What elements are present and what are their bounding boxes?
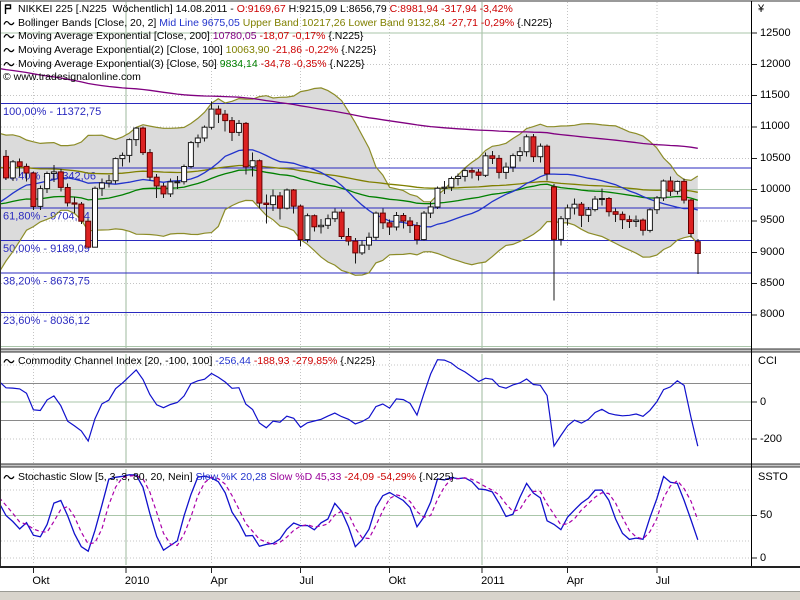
wave-icon bbox=[3, 472, 16, 482]
legend-segment: Moving Average Exponential(2) [Close, 10… bbox=[18, 43, 226, 56]
fib-label: 23,60% - 8036,12 bbox=[3, 315, 90, 327]
legend-segment: C:8981,94 bbox=[389, 2, 442, 15]
legend-segment: -279,85% bbox=[292, 354, 341, 367]
fib-label: 100,00% - 11372,75 bbox=[3, 106, 101, 118]
legend-segment: Slow %D 45,33 bbox=[269, 470, 345, 483]
legend-segment: H:9215,09 bbox=[288, 2, 341, 15]
fib-label: 38,20% - 8673,75 bbox=[3, 275, 90, 287]
legend-instrument[interactable]: NIKKEI 225 [.N225 Wöchentlich] 14.08.201… bbox=[3, 2, 552, 16]
ssto-tick-label: 0 bbox=[760, 551, 767, 564]
price-tick-label: 10000 bbox=[760, 183, 791, 196]
legend-segment: {.N225} bbox=[340, 354, 376, 367]
legend-segment: Commodity Channel Index [20, -100, 100] bbox=[18, 354, 216, 367]
legend-segment: Moving Average Exponential(3) [Close, 50… bbox=[18, 57, 220, 70]
legend-segment: -27,71 -0,29% bbox=[448, 16, 518, 29]
wave-icon bbox=[3, 31, 16, 41]
price-tick-label: 11500 bbox=[760, 89, 790, 102]
wave-icon bbox=[3, 356, 16, 366]
legend-segment: Stochastic Slow [5, 3, 3, 80, 20, Nein] bbox=[18, 470, 196, 483]
price-tick-label: 11000 bbox=[760, 120, 790, 133]
time-tick-label: 2011 bbox=[481, 575, 505, 587]
watermark: © www.tradesignalonline.com bbox=[3, 71, 141, 83]
legend-segment: -188,93 bbox=[253, 354, 293, 367]
legend-segment: Moving Average Exponential [Close, 200] bbox=[18, 30, 213, 43]
time-tick-label: Apr bbox=[566, 575, 584, 587]
cci-tick-label: 0 bbox=[760, 395, 767, 408]
legend-segment: L:8656,79 bbox=[340, 2, 390, 15]
legend-bollinger[interactable]: Bollinger Bands [Close, 20, 2] Mid Line … bbox=[3, 16, 552, 30]
legend-ema200[interactable]: Moving Average Exponential [Close, 200] … bbox=[3, 29, 552, 43]
legend-segment: {.N225} bbox=[329, 57, 365, 70]
legend-segment: Upper Band 10217,26 bbox=[242, 16, 349, 29]
price-tick-label: 8500 bbox=[760, 277, 785, 290]
price-tick-label: 10500 bbox=[760, 151, 791, 164]
price-axis-unit: ¥ bbox=[758, 3, 765, 15]
cci-axis-label: CCI bbox=[758, 355, 777, 367]
legend-segment: Lower Band 9132,84 bbox=[348, 16, 449, 29]
cci-tick-label: -200 bbox=[760, 432, 783, 445]
wave-icon bbox=[3, 18, 16, 28]
flag-icon bbox=[3, 3, 16, 15]
legend-segment: {.N225} bbox=[328, 30, 364, 43]
price-tick-label: 9500 bbox=[760, 214, 785, 227]
time-tick-label: Jul bbox=[299, 575, 314, 587]
fib-label: 61,80% - 9704,44 bbox=[3, 211, 90, 223]
legend-segment: -21,86 -0,22% bbox=[272, 43, 342, 56]
time-tick-label: Okt bbox=[388, 575, 406, 587]
legend-segment: NIKKEI 225 [.N225 Wöchentlich] 14.08.201… bbox=[18, 2, 237, 15]
price-tick-label: 12500 bbox=[760, 26, 791, 39]
legend-segment: 10063,90 bbox=[225, 43, 273, 56]
legend-segment: Mid Line 9675,05 bbox=[159, 16, 243, 29]
legend-ema100[interactable]: Moving Average Exponential(2) [Close, 10… bbox=[3, 43, 552, 57]
price-tick-label: 8000 bbox=[760, 308, 785, 321]
wave-icon bbox=[3, 59, 16, 69]
horizontal-scrollbar[interactable] bbox=[0, 591, 800, 600]
legend-segment: -34,78 -0,35% bbox=[260, 57, 330, 70]
legend-segment: {.N225} bbox=[419, 470, 455, 483]
price-tick-label: 9000 bbox=[760, 245, 785, 258]
legend-segment: -317,94 -3,42% bbox=[441, 2, 513, 15]
ssto-axis-label: SSTO bbox=[758, 471, 788, 483]
legend-segment: -24,09 -54,29% bbox=[344, 470, 420, 483]
legend: NIKKEI 225 [.N225 Wöchentlich] 14.08.201… bbox=[3, 2, 552, 70]
time-tick-label: Apr bbox=[210, 575, 228, 587]
legend-segment: Bollinger Bands [Close, 20, 2] bbox=[18, 16, 160, 29]
time-tick-label: Okt bbox=[32, 575, 50, 587]
legend-segment: {.N225} bbox=[341, 43, 377, 56]
price-tick-label: 12000 bbox=[760, 57, 791, 70]
legend-ema50[interactable]: Moving Average Exponential(3) [Close, 50… bbox=[3, 57, 552, 71]
fib-label: 50,00% - 9189,09 bbox=[3, 243, 90, 255]
ssto-tick-label: 50 bbox=[760, 509, 773, 521]
time-tick-label: Jul bbox=[655, 575, 670, 587]
time-tick-label: 2010 bbox=[124, 575, 150, 587]
wave-icon bbox=[3, 45, 16, 55]
legend-segment: 9834,14 bbox=[219, 57, 261, 70]
legend-segment: -18,07 -0,17% bbox=[259, 30, 329, 43]
legend-segment: 10780,05 bbox=[212, 30, 260, 43]
cci-indicator-header[interactable]: Commodity Channel Index [20, -100, 100] … bbox=[3, 354, 375, 368]
ssto-indicator-header[interactable]: Stochastic Slow [5, 3, 3, 80, 20, Nein] … bbox=[3, 470, 454, 484]
legend-segment: {.N225} bbox=[517, 16, 553, 29]
legend-segment: Slow %K 20,28 bbox=[195, 470, 270, 483]
legend-segment: -256,44 bbox=[215, 354, 254, 367]
legend-segment: O:9169,67 bbox=[236, 2, 289, 15]
